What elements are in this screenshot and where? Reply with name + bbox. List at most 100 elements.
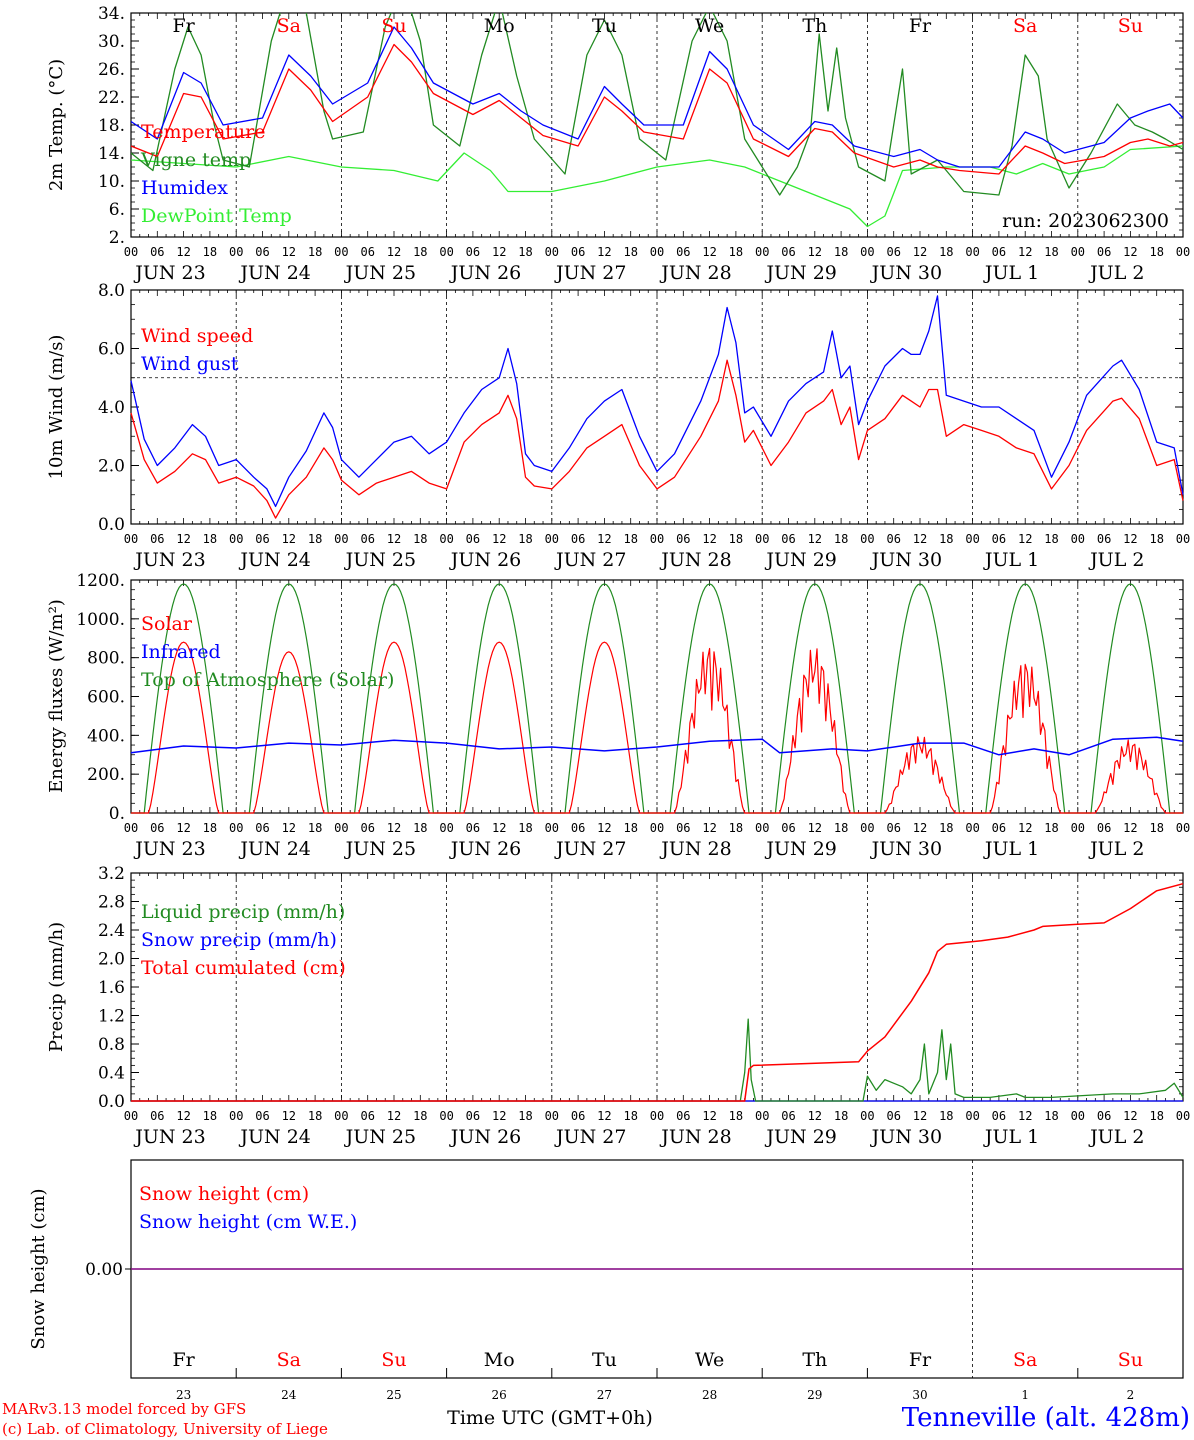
- model-credit: MARv3.13 model forced by GFS: [2, 1400, 246, 1418]
- y-axis-label: Precip (mm/h): [46, 922, 67, 1052]
- precipitation-panel: 0.0 0.4 0.8 1.2 1.6 2.0 2.4 2.8 3.2 Precip (mm/h)…: [46, 864, 1190, 1148]
- hour-tick-label: 00: [755, 821, 769, 835]
- series-line-dewpoint-temp: [131, 145, 1183, 228]
- hour-tick-label: 18: [1149, 821, 1163, 835]
- hour-tick-label: 06: [360, 532, 374, 546]
- y-tick-label: 0.0: [98, 1092, 125, 1112]
- hour-tick-label: 12: [387, 532, 401, 546]
- date-label: JUN 26: [449, 1126, 521, 1148]
- y-tick-label: 800.: [87, 649, 125, 669]
- date-label: JUN 23: [133, 549, 205, 571]
- series-line-wind-gust: [130, 295, 1184, 508]
- hour-tick-label: 06: [781, 245, 795, 259]
- hour-tick-label: 00: [860, 532, 874, 546]
- hour-tick-label: 18: [1149, 245, 1163, 259]
- y-tick-label: 2.4: [98, 921, 125, 941]
- date-label: JUN 29: [764, 1126, 836, 1148]
- hour-tick-label: 00: [755, 245, 769, 259]
- hour-tick-label: 06: [992, 821, 1006, 835]
- hour-tick-label: 12: [808, 532, 822, 546]
- y-tick-label: 2.: [109, 228, 125, 248]
- hour-tick-label: 06: [781, 821, 795, 835]
- date-label: JUN 24: [238, 1126, 310, 1148]
- hour-tick-label: 18: [518, 1109, 532, 1123]
- y-tick-label: 26.: [98, 60, 125, 80]
- hour-tick-label: 12: [702, 245, 716, 259]
- y-tick-label: 0.: [109, 804, 125, 824]
- run-label: run: 2023062300: [1002, 210, 1169, 232]
- hour-tick-label: 06: [1097, 821, 1111, 835]
- hour-tick-label: 18: [203, 245, 217, 259]
- y-tick-label: 400.: [87, 726, 125, 746]
- hour-tick-label: 00: [860, 821, 874, 835]
- hour-tick-label: 12: [492, 245, 506, 259]
- hour-tick-label: 12: [597, 532, 611, 546]
- weekday-label: Sa: [277, 1349, 301, 1371]
- hour-tick-label: 12: [808, 245, 822, 259]
- hour-tick-label: 00: [755, 1109, 769, 1123]
- legend-entry: Liquid precip (mm/h): [141, 901, 345, 923]
- hour-tick-label: 18: [1044, 821, 1058, 835]
- hour-tick-label: 18: [729, 532, 743, 546]
- hour-tick-label: 00: [650, 1109, 664, 1123]
- hour-tick-label: 00: [124, 532, 138, 546]
- hour-tick-label: 06: [360, 245, 374, 259]
- day-number-label: 26: [492, 1388, 507, 1402]
- date-label: JUN 26: [449, 838, 521, 860]
- hour-tick-label: 06: [1097, 245, 1111, 259]
- weekday-label: Mo: [484, 15, 515, 37]
- wind-panel: 0.0 2.0 4.0 6.0 8.0 10m Wind (m/s) Wind speed W…: [46, 281, 1190, 571]
- hour-tick-label: 12: [1018, 1109, 1032, 1123]
- hour-tick-label: 06: [992, 532, 1006, 546]
- hour-tick-label: 00: [860, 245, 874, 259]
- weekday-label: Fr: [172, 1349, 195, 1371]
- hour-tick-label: 00: [439, 532, 453, 546]
- hour-tick-label: 06: [886, 245, 900, 259]
- hour-tick-label: 06: [992, 245, 1006, 259]
- hour-tick-label: 00: [545, 532, 559, 546]
- y-tick-label: 200.: [87, 765, 125, 785]
- hour-tick-label: 00: [1071, 245, 1085, 259]
- hour-tick-label: 00: [124, 245, 138, 259]
- hour-tick-label: 06: [676, 821, 690, 835]
- date-label: JUN 27: [554, 549, 626, 571]
- series-line-wind-speed: [130, 359, 1184, 519]
- hour-tick-label: 12: [1018, 821, 1032, 835]
- hour-tick-label: 18: [308, 532, 322, 546]
- weekday-label: Sa: [1013, 15, 1037, 37]
- hour-tick-label: 12: [913, 532, 927, 546]
- hour-tick-label: 18: [939, 1109, 953, 1123]
- hour-tick-label: 18: [413, 532, 427, 546]
- day-number-label: 25: [386, 1388, 401, 1402]
- hour-tick-label: 12: [387, 245, 401, 259]
- snow-height-panel: 0.00 Snow height (cm) Snow height (cm) Snow…: [28, 1159, 1184, 1402]
- day-number-label: 2: [1127, 1388, 1135, 1402]
- hour-tick-label: 06: [571, 821, 585, 835]
- y-tick-label: 14.: [98, 144, 125, 164]
- weekday-label: We: [695, 15, 724, 37]
- y-axis-label: Energy fluxes (W/m²): [46, 599, 67, 793]
- hour-tick-label: 18: [834, 532, 848, 546]
- hour-tick-label: 06: [886, 1109, 900, 1123]
- hour-tick-label: 12: [913, 821, 927, 835]
- hour-tick-label: 12: [1123, 1109, 1137, 1123]
- weekday-label: Th: [802, 1349, 827, 1371]
- hour-tick-label: 12: [808, 821, 822, 835]
- hour-tick-label: 18: [1149, 532, 1163, 546]
- date-label: JUN 24: [238, 838, 310, 860]
- day-number-label: 28: [702, 1388, 717, 1402]
- hour-tick-label: 00: [1176, 821, 1190, 835]
- hour-tick-label: 00: [334, 245, 348, 259]
- hour-tick-label: 18: [413, 245, 427, 259]
- hour-tick-label: 12: [492, 1109, 506, 1123]
- hour-tick-label: 00: [755, 532, 769, 546]
- hour-tick-label: 12: [176, 532, 190, 546]
- weekday-label: Su: [1118, 1349, 1143, 1371]
- y-tick-label: 6.: [109, 200, 125, 220]
- legend-entry: Wind gust: [141, 353, 239, 375]
- hour-tick-label: 18: [834, 1109, 848, 1123]
- hour-tick-label: 18: [413, 821, 427, 835]
- y-tick-label: 1.2: [98, 1007, 125, 1027]
- hour-tick-label: 06: [150, 532, 164, 546]
- hour-tick-label: 00: [1071, 532, 1085, 546]
